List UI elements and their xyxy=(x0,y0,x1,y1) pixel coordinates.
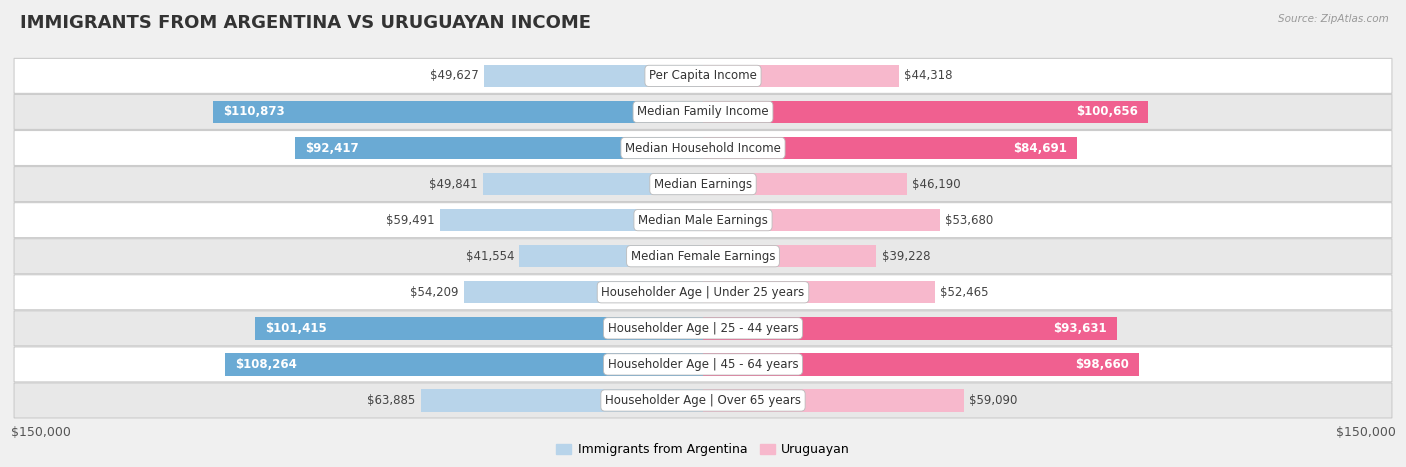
Text: Median Earnings: Median Earnings xyxy=(654,177,752,191)
Bar xyxy=(519,245,703,268)
Text: Householder Age | Under 25 years: Householder Age | Under 25 years xyxy=(602,286,804,299)
Text: Householder Age | Over 65 years: Householder Age | Over 65 years xyxy=(605,394,801,407)
Text: Source: ZipAtlas.com: Source: ZipAtlas.com xyxy=(1278,14,1389,24)
Text: $84,691: $84,691 xyxy=(1014,142,1067,155)
Text: $52,465: $52,465 xyxy=(941,286,988,299)
Text: $53,680: $53,680 xyxy=(945,213,994,226)
Bar xyxy=(703,317,1116,340)
Bar xyxy=(225,353,703,375)
Bar xyxy=(703,173,907,195)
Bar xyxy=(420,389,703,411)
Text: $49,841: $49,841 xyxy=(429,177,478,191)
Text: Median Female Earnings: Median Female Earnings xyxy=(631,250,775,263)
FancyBboxPatch shape xyxy=(14,347,1392,382)
Text: $49,627: $49,627 xyxy=(430,70,478,82)
Bar xyxy=(703,281,935,304)
Bar xyxy=(295,137,703,159)
Text: $39,228: $39,228 xyxy=(882,250,929,263)
Text: $44,318: $44,318 xyxy=(904,70,952,82)
Text: Median Family Income: Median Family Income xyxy=(637,106,769,119)
Text: $59,090: $59,090 xyxy=(969,394,1018,407)
Bar xyxy=(703,65,898,87)
Bar xyxy=(703,137,1077,159)
FancyBboxPatch shape xyxy=(14,58,1392,93)
FancyBboxPatch shape xyxy=(14,311,1392,346)
Text: $92,417: $92,417 xyxy=(305,142,359,155)
Legend: Immigrants from Argentina, Uruguayan: Immigrants from Argentina, Uruguayan xyxy=(551,439,855,461)
Text: $46,190: $46,190 xyxy=(912,177,960,191)
Text: Median Household Income: Median Household Income xyxy=(626,142,780,155)
Text: $101,415: $101,415 xyxy=(266,322,326,335)
Bar xyxy=(703,245,876,268)
Text: Per Capita Income: Per Capita Income xyxy=(650,70,756,82)
FancyBboxPatch shape xyxy=(14,275,1392,310)
FancyBboxPatch shape xyxy=(14,383,1392,418)
FancyBboxPatch shape xyxy=(14,94,1392,129)
Text: $93,631: $93,631 xyxy=(1053,322,1107,335)
Text: $59,491: $59,491 xyxy=(387,213,434,226)
Text: $54,209: $54,209 xyxy=(409,286,458,299)
Text: Householder Age | 45 - 64 years: Householder Age | 45 - 64 years xyxy=(607,358,799,371)
Bar xyxy=(254,317,703,340)
Text: Householder Age | 25 - 44 years: Householder Age | 25 - 44 years xyxy=(607,322,799,335)
Bar xyxy=(703,101,1147,123)
FancyBboxPatch shape xyxy=(14,239,1392,274)
Bar xyxy=(214,101,703,123)
Text: IMMIGRANTS FROM ARGENTINA VS URUGUAYAN INCOME: IMMIGRANTS FROM ARGENTINA VS URUGUAYAN I… xyxy=(20,14,591,32)
Bar xyxy=(703,209,941,231)
FancyBboxPatch shape xyxy=(14,130,1392,165)
Bar xyxy=(484,65,703,87)
Text: $63,885: $63,885 xyxy=(367,394,416,407)
Text: $98,660: $98,660 xyxy=(1076,358,1129,371)
Text: Median Male Earnings: Median Male Earnings xyxy=(638,213,768,226)
Bar xyxy=(482,173,703,195)
Bar xyxy=(703,353,1139,375)
FancyBboxPatch shape xyxy=(14,167,1392,202)
Text: $110,873: $110,873 xyxy=(224,106,285,119)
Bar xyxy=(703,389,965,411)
Bar xyxy=(440,209,703,231)
Text: $100,656: $100,656 xyxy=(1076,106,1137,119)
Text: $41,554: $41,554 xyxy=(465,250,515,263)
Bar xyxy=(464,281,703,304)
FancyBboxPatch shape xyxy=(14,203,1392,238)
Text: $108,264: $108,264 xyxy=(235,358,297,371)
